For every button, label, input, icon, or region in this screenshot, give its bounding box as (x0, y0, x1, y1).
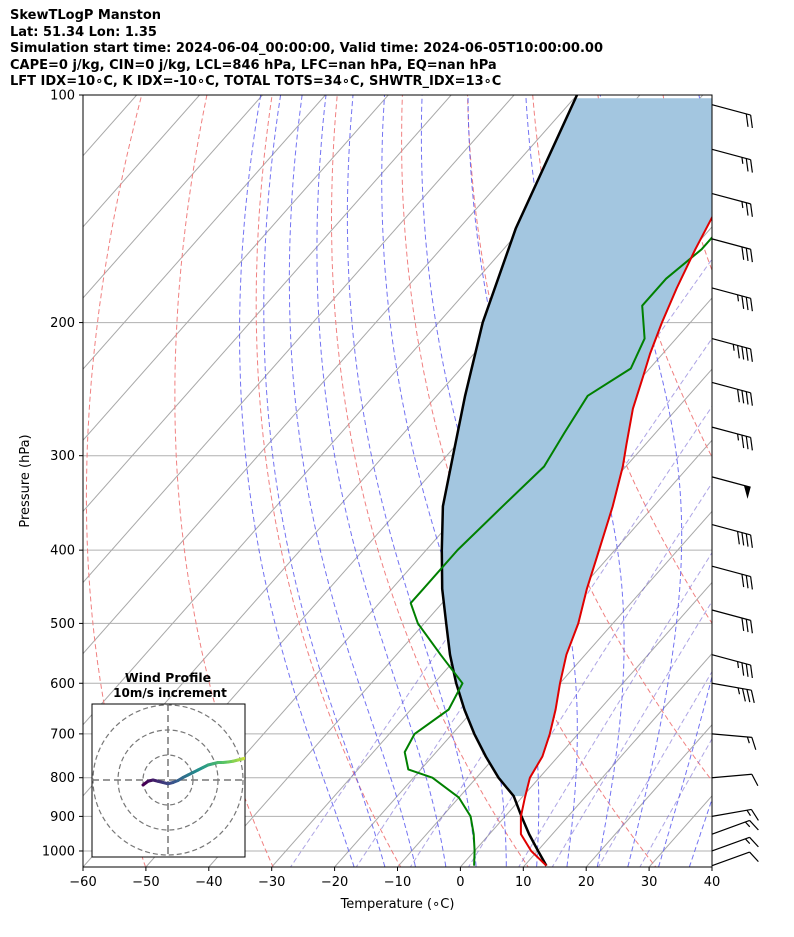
wind-barb (711, 426, 753, 451)
moist-adiabat-line (288, 95, 417, 867)
wind-barb (711, 819, 759, 835)
cape-line: CAPE=0 j/kg, CIN=0 j/kg, LCL=846 hPa, LF… (10, 57, 497, 73)
isotherm-line (459, 581, 712, 867)
y-tick-label: 700 (50, 727, 75, 742)
wind-barb (711, 192, 753, 217)
wind-barb (711, 773, 759, 787)
y-tick-label: 900 (50, 810, 75, 825)
wind-barb (711, 654, 753, 679)
cin-shaded-area (441, 98, 712, 797)
moist-adiabat-line (688, 797, 712, 867)
wind-barb (711, 851, 759, 867)
y-tick-label: 200 (50, 316, 75, 331)
isotherm-line (83, 95, 452, 513)
x-tick-label: −50 (132, 875, 159, 890)
parcel-profile-line (440, 95, 579, 867)
dry-adiabat-line (783, 60, 794, 882)
moist-adiabat-line (239, 95, 355, 867)
x-tick-label: 10 (515, 875, 532, 890)
moist-adiabat-line (316, 95, 447, 867)
wind-barb (711, 733, 757, 750)
y-axis-label: Pressure (hPa) (18, 434, 33, 527)
x-tick-label: −30 (258, 875, 285, 890)
mixing-ratio-line (551, 600, 712, 867)
x-tick-label: 0 (456, 875, 464, 890)
y-tick-label: 1000 (42, 844, 75, 859)
index-line: LFT IDX=10∘C, K IDX=-10∘C, TOTAL TOTS=34… (10, 74, 502, 89)
wind-barb (711, 148, 753, 173)
wind-barb (711, 523, 753, 548)
hodograph-subtitle: 10m/s increment (113, 686, 227, 700)
mixing-ratio-line (467, 482, 712, 867)
moist-adiabat-line (263, 95, 386, 867)
y-tick-label: 500 (50, 617, 75, 632)
isotherm-line (585, 723, 712, 867)
isotherm-line (83, 95, 201, 228)
y-tick-label: 600 (50, 677, 75, 692)
wind-barb (711, 609, 753, 634)
dewpoint-profile-line (403, 235, 712, 866)
wind-barb (711, 565, 753, 590)
moist-adiabat-line (525, 95, 625, 867)
isotherm-line (83, 95, 327, 370)
hodograph-trace-segment (253, 755, 258, 756)
wind-barb (711, 238, 753, 263)
x-tick-label: 30 (641, 875, 658, 890)
isotherm-line (83, 95, 578, 655)
isotherm-line (711, 866, 712, 867)
x-axis-label: Temperature (∘C) (340, 897, 455, 912)
y-tick-label: 300 (50, 449, 75, 464)
hodograph-trace-segment (241, 756, 245, 761)
chart-title: SkewTLogP Manston (10, 8, 162, 23)
isotherm-line (83, 95, 389, 441)
mixing-ratio-line (409, 405, 712, 867)
isotherm-line (522, 652, 712, 867)
mixing-ratio-line (518, 551, 712, 867)
time-line: Simulation start time: 2024-06-04_00:00:… (10, 41, 603, 56)
y-tick-label: 400 (50, 544, 75, 559)
temperature-profile-line (519, 215, 712, 867)
x-tick-label: −60 (69, 875, 96, 890)
hodograph-trace-segment (248, 756, 253, 757)
chart-header: SkewTLogP Manston Lat: 51.34 Lon: 1.35 S… (10, 8, 603, 91)
x-tick-label: 20 (578, 875, 595, 890)
x-tick-label: −40 (195, 875, 222, 890)
y-tick-label: 800 (50, 771, 75, 786)
dry-adiabat-line (331, 95, 529, 867)
location-line: Lat: 51.34 Lon: 1.35 (10, 24, 157, 40)
wind-barb (711, 476, 751, 499)
dry-adiabat-line (720, 60, 794, 882)
wind-barb (711, 104, 753, 129)
moist-adiabat-line (657, 95, 712, 867)
x-tick-label: −10 (384, 875, 411, 890)
moist-adiabat-line (599, 95, 683, 867)
x-tick-label: −20 (321, 875, 348, 890)
isotherm-line (333, 439, 712, 867)
wind-barb (711, 836, 759, 852)
isotherm-line (83, 95, 264, 299)
dry-adiabat-line (174, 95, 274, 867)
wind-barb (711, 381, 753, 406)
hodograph-title: Wind Profile (125, 670, 211, 685)
isotherm-line (83, 95, 515, 584)
moist-adiabat-line (346, 95, 477, 867)
moist-adiabat-line (420, 95, 540, 867)
wind-barb (711, 808, 759, 821)
wind-barb (711, 287, 753, 312)
y-tick-label: 100 (50, 89, 75, 104)
wind-barb (711, 682, 755, 704)
wind-barb (711, 338, 753, 362)
x-tick-label: 40 (704, 875, 721, 890)
dry-adiabat-line (255, 95, 402, 867)
